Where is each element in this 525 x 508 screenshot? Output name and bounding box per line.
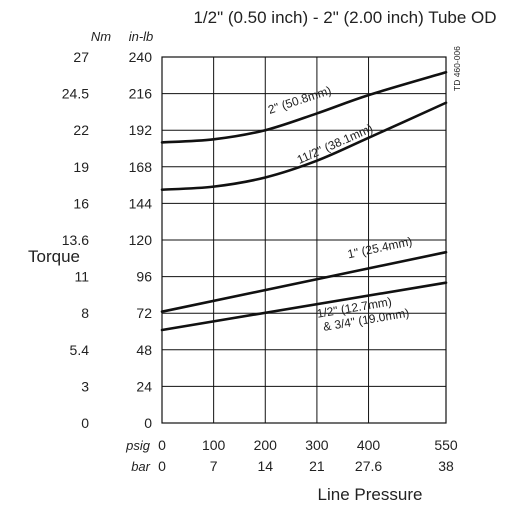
y-unit-nm: Nm: [91, 29, 111, 44]
y-tick-inlb-1: 24: [136, 378, 152, 394]
series-label-2: 1" (25.4mm): [346, 234, 413, 261]
chart-title: 1/2" (0.50 inch) - 2" (2.00 inch) Tube O…: [193, 8, 496, 27]
y-tick-inlb-10: 240: [129, 49, 153, 65]
y-tick-inlb-7: 168: [129, 159, 153, 175]
y-tick-inlb-0: 0: [144, 415, 152, 431]
y-tick-inlb-6: 144: [129, 195, 153, 211]
y-tick-nm-6: 16: [73, 195, 89, 211]
series-line-1: [160, 101, 448, 191]
series-label-1: 11/2" (38.1mm): [295, 121, 375, 167]
x-axis-title: Line Pressure: [318, 485, 423, 504]
x-tick-bar-2: 14: [257, 458, 273, 474]
x-tick-bar-3: 21: [309, 458, 325, 474]
series-label-2-line-0: 1" (25.4mm): [346, 234, 413, 261]
series-label-1-line-0: 11/2" (38.1mm): [295, 121, 375, 167]
x-tick-psig-3: 300: [305, 437, 329, 453]
y-unit-inlb: in-lb: [129, 29, 154, 44]
y-tick-inlb-2: 48: [136, 342, 152, 358]
y-tick-nm-2: 5.4: [70, 342, 90, 358]
y-tick-nm-5: 13.6: [62, 232, 89, 248]
y-tick-nm-8: 22: [73, 122, 89, 138]
y-tick-nm-0: 0: [81, 415, 89, 431]
x-tick-bar-4: 27.6: [355, 458, 382, 474]
axis-ticks: 00243485.4728961112013.61441616819192222…: [62, 49, 458, 474]
series-curves: [160, 70, 448, 332]
x-unit-bar: bar: [131, 459, 150, 474]
x-tick-psig-4: 400: [357, 437, 381, 453]
x-tick-psig-0: 0: [158, 437, 166, 453]
y-tick-nm-3: 8: [81, 305, 89, 321]
y-tick-nm-9: 24.5: [62, 86, 89, 102]
x-unit-psig: psig: [125, 438, 151, 453]
x-tick-bar-1: 7: [210, 458, 218, 474]
document-id: TD 460-006: [452, 46, 462, 91]
grid: [161, 56, 447, 424]
y-tick-nm-4: 11: [74, 269, 89, 285]
y-tick-nm-1: 3: [81, 378, 89, 394]
x-tick-psig-1: 100: [202, 437, 226, 453]
x-tick-psig-2: 200: [254, 437, 278, 453]
x-tick-bar-5: 38: [438, 458, 454, 474]
y-tick-inlb-4: 96: [136, 269, 152, 285]
y-axis-title: Torque: [28, 247, 80, 266]
series-line-0: [160, 70, 448, 144]
y-tick-inlb-8: 192: [129, 122, 153, 138]
series-line-3: [160, 281, 448, 332]
series-line-2: [160, 250, 448, 313]
plot-frame: [161, 56, 447, 424]
x-tick-bar-0: 0: [158, 458, 166, 474]
series-label-3: 1/2" (12.7mm)& 3/4" (19.0mm): [316, 294, 410, 333]
y-tick-inlb-5: 120: [129, 232, 153, 248]
y-tick-inlb-3: 72: [136, 305, 152, 321]
y-tick-nm-10: 27: [73, 49, 89, 65]
y-tick-inlb-9: 216: [129, 86, 153, 102]
y-tick-nm-7: 19: [73, 159, 89, 175]
series-labels: 2" (50.8mm)11/2" (38.1mm)1" (25.4mm)1/2"…: [266, 83, 413, 334]
x-tick-psig-5: 550: [434, 437, 458, 453]
